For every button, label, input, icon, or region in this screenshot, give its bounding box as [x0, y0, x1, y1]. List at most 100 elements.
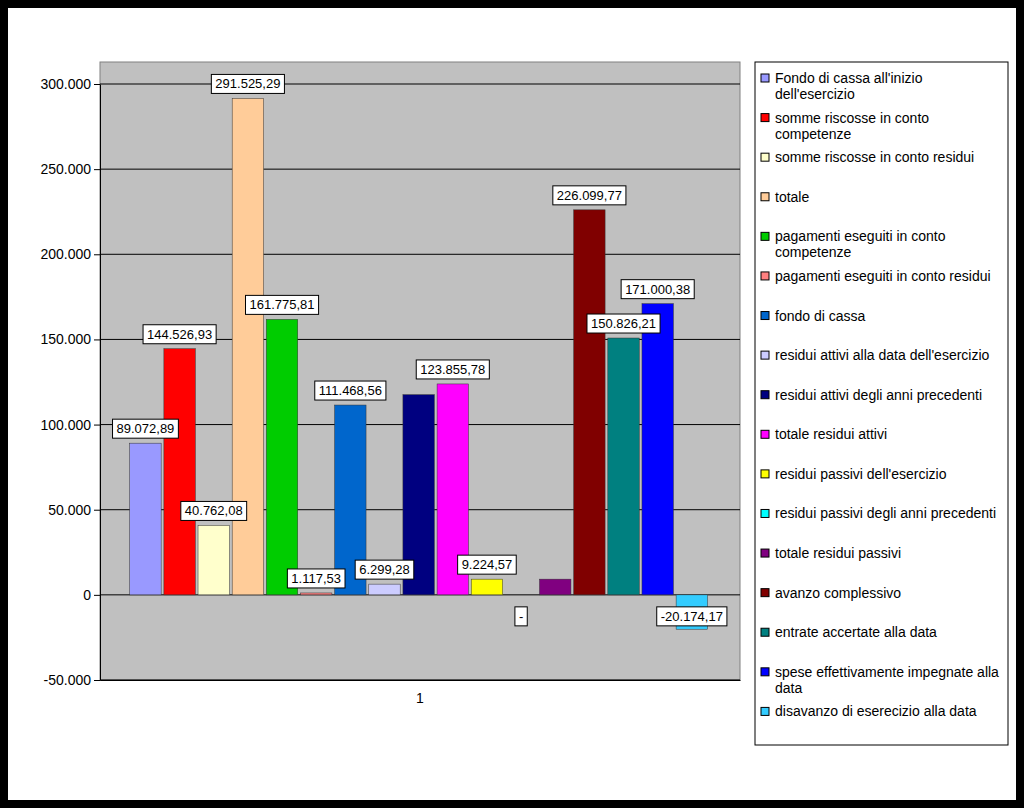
data-label: 89.072,89 [113, 419, 179, 438]
plot-background [100, 62, 740, 680]
legend-entry: totale [761, 189, 809, 205]
data-label-text: -20.174,17 [661, 609, 723, 624]
y-tick-mark [94, 680, 100, 681]
data-label-box [416, 360, 489, 379]
legend-label-line: totale residui passivi [775, 545, 901, 561]
y-axis-line [100, 85, 101, 681]
legend-label-line: fondo di cassa [775, 308, 865, 324]
y-tick: 300.000 [40, 76, 100, 92]
legend-label: totale residui attivi [775, 426, 887, 442]
y-tick-label: 200.000 [40, 246, 91, 262]
bar [608, 338, 639, 595]
data-label: 9.224,57 [458, 555, 517, 574]
y-tick: 200.000 [40, 246, 100, 262]
legend-swatch [761, 470, 769, 478]
legend-label-line: spese effettivamente impegnate alla [775, 664, 999, 680]
data-label-text: 150.826,21 [591, 316, 656, 331]
y-tick: 150.000 [40, 331, 100, 347]
legend-label: entrate accertate alla data [775, 624, 937, 640]
bar [540, 579, 571, 595]
legend-box [755, 62, 1008, 745]
data-label: 291.525,29 [211, 74, 284, 93]
data-label: 1.117,53 [287, 569, 345, 588]
data-label: 144.526,93 [143, 325, 216, 344]
data-label: 150.826,21 [587, 314, 660, 333]
data-label: - [515, 607, 527, 626]
data-label: 40.762,08 [181, 501, 247, 520]
bar [505, 594, 536, 595]
chart-background [8, 8, 1016, 800]
y-tick-label: 250.000 [40, 161, 91, 177]
bar [300, 593, 331, 595]
legend-entry: residui attivi degli anni precedenti [761, 387, 982, 403]
legend-entry: pagamenti eseguiti in contocompetenze [761, 228, 946, 260]
data-label: 111.468,56 [315, 381, 386, 400]
legend-label-line: dell'esercizio [775, 86, 855, 102]
data-label-box [621, 280, 694, 299]
legend-label-line: residui attivi alla data dell'esercizio [775, 347, 990, 363]
grid [100, 84, 740, 680]
legend-label-line: data [775, 680, 802, 696]
legend-label: somme riscosse in conto residui [775, 149, 974, 165]
legend-label: Fondo di cassa all'iniziodell'esercizio [775, 70, 923, 102]
data-label-box [355, 560, 414, 579]
x-tick-label: 1 [416, 690, 424, 706]
legend-label-line: competenze [775, 126, 851, 142]
data-label-box [657, 607, 727, 626]
chart: -50.000050.000100.000150.000200.000250.0… [0, 0, 1024, 808]
legend-entry: somme riscosse in contocompetenze [761, 110, 929, 142]
y-tick-mark [94, 254, 100, 255]
data-labels: 89.072,89144.526,9340.762,08291.525,2916… [113, 74, 727, 625]
y-tick-label: 150.000 [40, 331, 91, 347]
y-tick-label: 50.000 [48, 502, 91, 518]
legend-label: residui attivi degli anni precedenti [775, 387, 982, 403]
data-label-text: 40.762,08 [185, 503, 243, 518]
data-label-box [246, 295, 319, 314]
legend-swatch [761, 430, 769, 438]
legend-swatch [761, 668, 769, 676]
data-label-box [287, 569, 345, 588]
legend-label-line: disavanzo di eserecizio alla data [775, 703, 977, 719]
bar [471, 579, 502, 595]
legend-entry: residui passivi dell'esercizio [761, 466, 947, 482]
legend-label: residui attivi alla data dell'esercizio [775, 347, 990, 363]
legend-label: avanzo complessivo [775, 585, 901, 601]
legend-swatch [761, 153, 769, 161]
legend-swatch [761, 114, 769, 122]
data-label: 226.099,77 [553, 186, 626, 205]
legend-entry: totale residui passivi [761, 545, 901, 561]
legend-swatch [761, 193, 769, 201]
legend-swatch [761, 232, 769, 240]
data-label-text: 9.224,57 [462, 557, 513, 572]
y-tick: 0 [83, 587, 100, 603]
legend-entry: spese effettivamente impegnate alladata [761, 664, 999, 696]
legend-entry: residui passivi degli anni precedenti [761, 505, 996, 521]
data-label-box [211, 74, 284, 93]
y-tick-mark [94, 84, 100, 85]
legend-label: pagamenti eseguiti in contocompetenze [775, 228, 946, 260]
bar [164, 349, 195, 595]
legend-label-line: totale [775, 189, 809, 205]
legend-label: spese effettivamente impegnate alladata [775, 664, 999, 696]
data-label-text: 291.525,29 [215, 76, 280, 91]
legend-label-line: entrate accertate alla data [775, 624, 937, 640]
bar [266, 319, 297, 594]
legend-swatch [761, 391, 769, 399]
data-label-text: 123.855,78 [420, 362, 485, 377]
legend-entry: avanzo complessivo [761, 585, 901, 601]
y-axis: -50.000050.000100.000150.000200.000250.0… [40, 76, 100, 688]
data-label-box [553, 186, 626, 205]
y-tick-mark [94, 425, 100, 426]
legend-entry: pagamenti eseguiti in conto residui [761, 268, 991, 284]
y-tick-mark [94, 510, 100, 511]
legend-swatch [761, 74, 769, 82]
data-label-text: 111.468,56 [319, 383, 382, 398]
legend: Fondo di cassa all'iniziodell'esercizio s… [755, 62, 1008, 745]
data-label: -20.174,17 [657, 607, 727, 626]
legend-label: residui passivi degli anni precedenti [775, 505, 996, 521]
legend-label: totale residui passivi [775, 545, 901, 561]
x-axis: 1 [101, 680, 741, 706]
legend-label: fondo di cassa [775, 308, 865, 324]
data-label-box [113, 419, 179, 438]
grid-line [100, 169, 740, 170]
